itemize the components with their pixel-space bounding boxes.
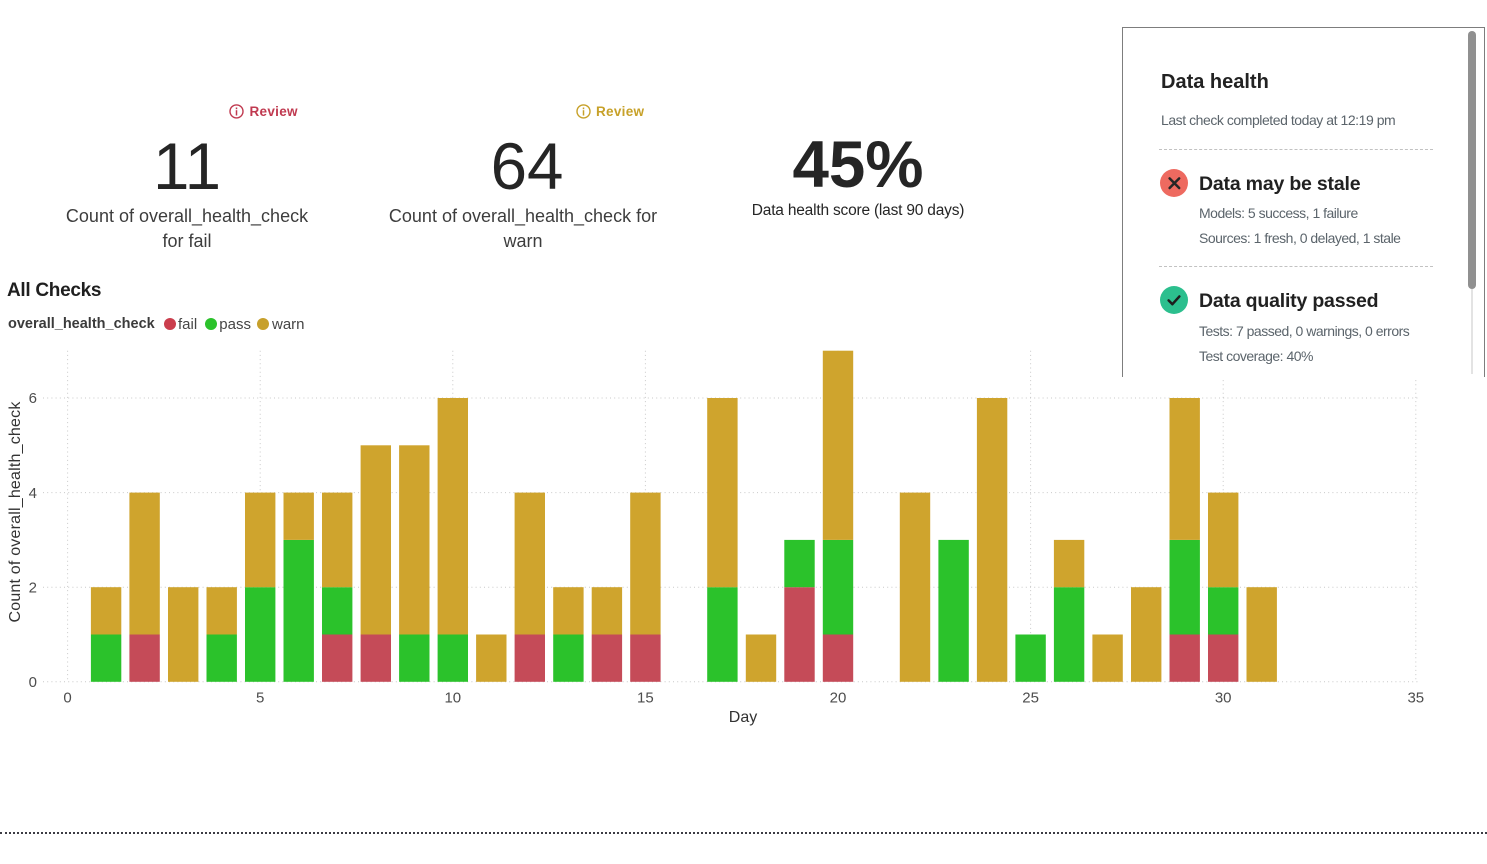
svg-text:35: 35 (1407, 690, 1424, 707)
svg-text:20: 20 (830, 690, 847, 707)
svg-text:Count of overall_health_check: Count of overall_health_check (7, 401, 24, 623)
svg-text:Day: Day (729, 709, 757, 726)
svg-text:5: 5 (256, 690, 264, 707)
svg-text:25: 25 (1022, 690, 1039, 707)
svg-text:30: 30 (1215, 690, 1232, 707)
svg-text:2: 2 (29, 579, 37, 596)
svg-text:10: 10 (444, 690, 461, 707)
svg-text:0: 0 (63, 690, 71, 707)
svg-text:6: 6 (29, 390, 37, 407)
svg-text:15: 15 (637, 690, 654, 707)
svg-text:4: 4 (29, 485, 37, 502)
svg-text:0: 0 (29, 674, 37, 691)
